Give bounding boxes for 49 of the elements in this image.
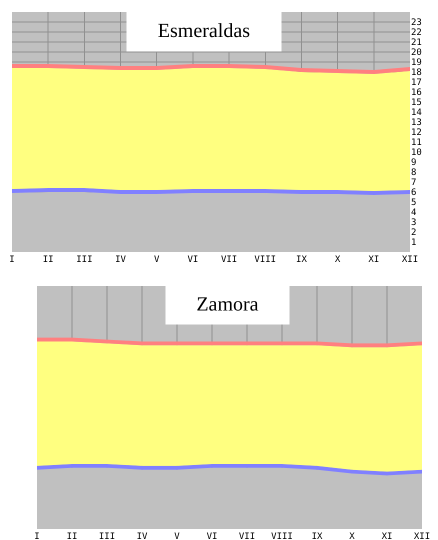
x-tick-label: I — [9, 255, 15, 265]
y-tick-label: 22 — [411, 28, 422, 38]
x-tick-label: VII — [238, 532, 256, 540]
y-tick-label: 16 — [411, 88, 422, 98]
chart-title: Zamora — [196, 294, 259, 316]
x-tick-label: VI — [187, 255, 198, 265]
y-tick-label: 19 — [411, 58, 422, 68]
y-tick-label: 7 — [411, 178, 416, 188]
y-tick-label: 3 — [411, 218, 416, 228]
y-tick-label: 9 — [411, 158, 416, 168]
y-tick-label: 18 — [411, 68, 422, 78]
y-tick-label: 11 — [411, 138, 422, 148]
y-tick-label: 13 — [411, 118, 422, 128]
y-tick-label: 2 — [411, 228, 416, 238]
x-tick-label: III — [76, 255, 92, 265]
y-tick-label: 21 — [411, 38, 422, 48]
y-tick-label: 8 — [411, 168, 416, 178]
x-tick-label: V — [154, 255, 160, 265]
y-tick-label: 23 — [411, 18, 422, 28]
x-tick-label: IV — [115, 255, 127, 265]
y-tick-label: 1 — [411, 238, 416, 248]
y-tick-label: 5 — [411, 198, 416, 208]
x-tick-label: XII — [402, 255, 418, 265]
x-tick-label: VIII — [271, 532, 293, 540]
x-tick-label: VIII — [254, 255, 276, 265]
x-tick-label: II — [66, 532, 78, 540]
y-tick-label: 20 — [411, 48, 422, 58]
y-tick-label: 12 — [411, 128, 422, 138]
x-tick-label: XII — [414, 532, 430, 540]
x-tick-label: VII — [220, 255, 238, 265]
x-tick-label: V — [174, 532, 180, 540]
x-tick-label: III — [98, 532, 116, 540]
x-tick-label: XI — [382, 532, 392, 540]
y-tick-label: 10 — [411, 148, 422, 158]
x-tick-label: II — [42, 255, 54, 265]
x-tick-label: X — [334, 255, 341, 265]
y-tick-label: 6 — [411, 188, 416, 198]
y-tick-label: 4 — [411, 208, 416, 218]
y-tick-label: 17 — [411, 78, 422, 88]
x-tick-label: I — [34, 532, 40, 540]
x-tick-label: X — [349, 532, 356, 540]
y-tick-label: 14 — [411, 108, 422, 118]
x-tick-label: VI — [206, 532, 218, 540]
chart-title: Esmeraldas — [158, 20, 250, 42]
x-tick-label: IX — [312, 532, 323, 540]
x-tick-label: IV — [136, 532, 148, 540]
x-tick-label: IX — [296, 255, 308, 265]
x-tick-label: XI — [368, 255, 380, 265]
y-tick-label: 15 — [411, 98, 422, 108]
